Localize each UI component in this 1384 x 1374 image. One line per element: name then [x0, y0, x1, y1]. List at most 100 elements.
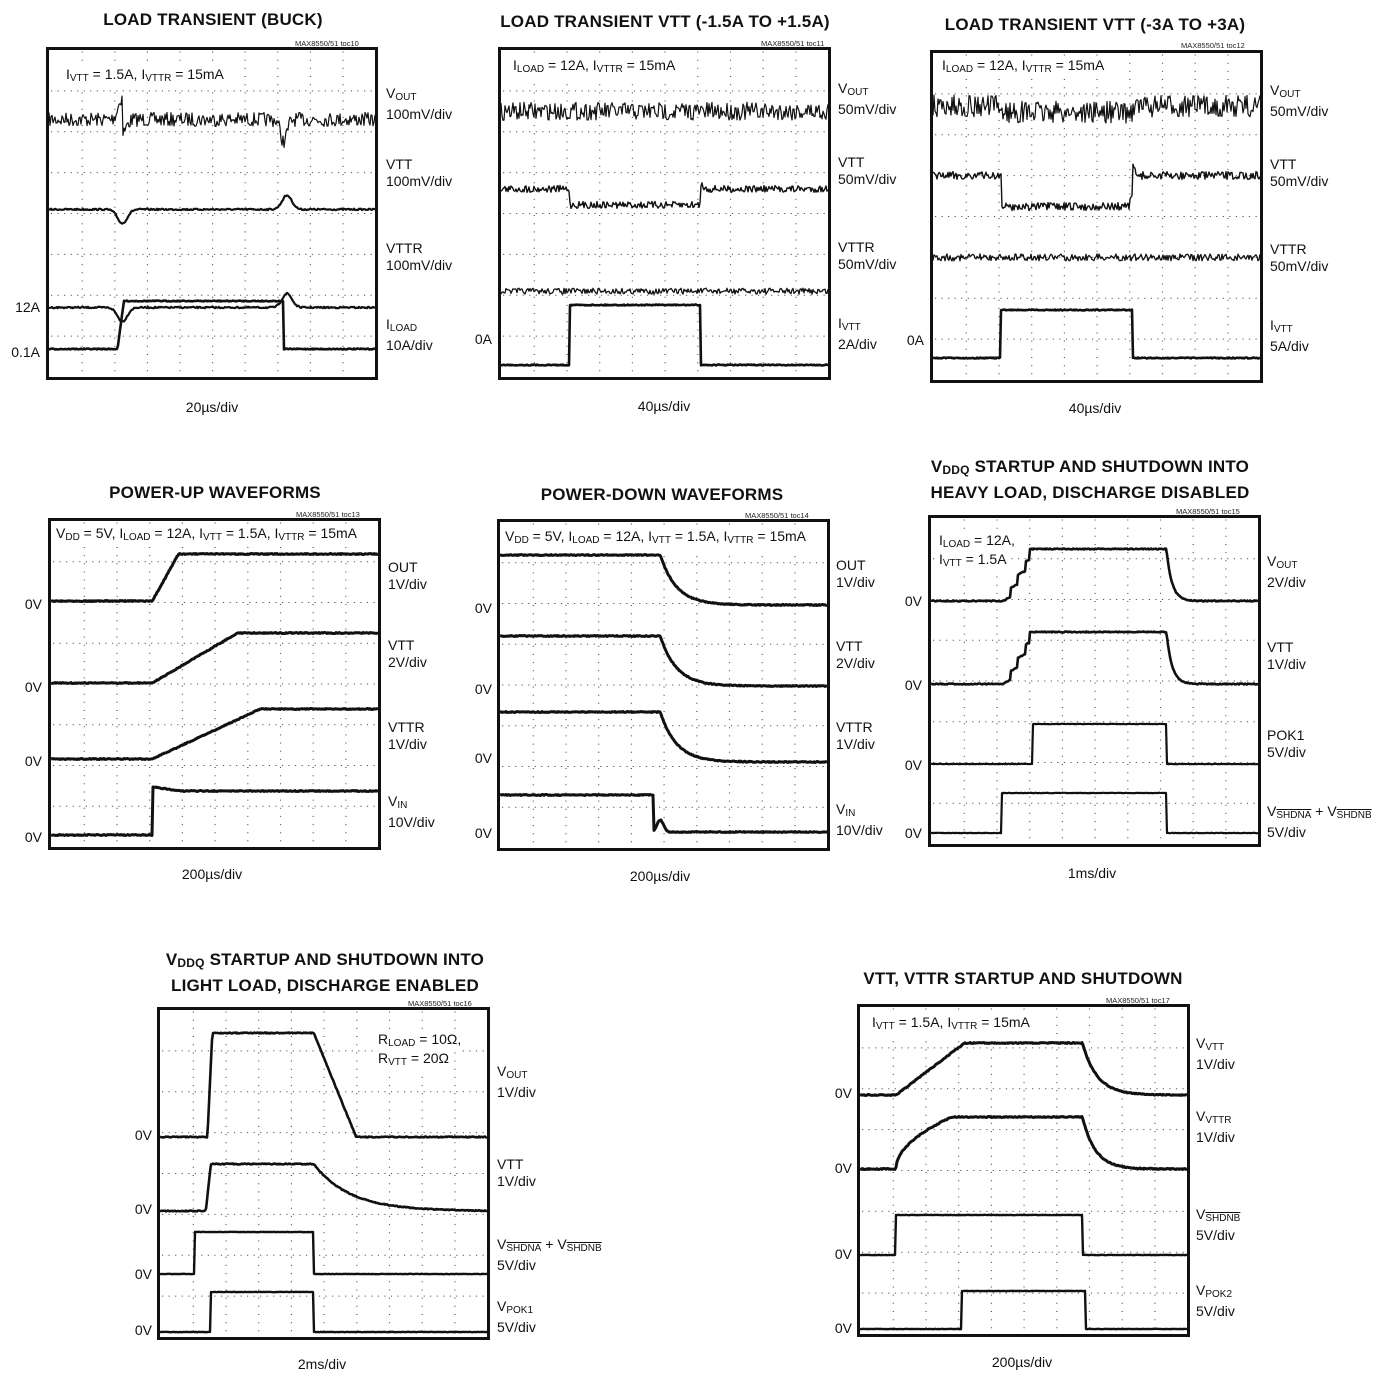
channel-label-ivtt: IVTT 2A/div [838, 315, 877, 352]
timebase-label: 200µs/div [181, 866, 243, 882]
scope-plot [860, 1008, 1187, 1331]
scope-plot [500, 523, 827, 843]
level-label: 0.1A [11, 344, 40, 360]
channel-label-vtt: VTT 2V/div [836, 638, 875, 671]
trace-pok1 [931, 722, 1258, 766]
level-label: 0V [24, 829, 42, 845]
annotation-line2: IVTT = 1.5A [939, 551, 1007, 572]
channel-label-vtt: VTT 50mV/div [1270, 156, 1329, 189]
level-label: 0V [474, 600, 492, 616]
level-label: 0V [834, 1160, 852, 1176]
level-label: 0V [24, 596, 42, 612]
trace-vvtt [860, 1041, 1187, 1097]
channel-label-vtt: VTT 100mV/div [386, 156, 453, 189]
toc-label: MAX8550/51 toc15 [1176, 507, 1240, 516]
level-label: 0A [474, 331, 492, 347]
trace-vttr [51, 707, 378, 761]
trace-vtt [931, 630, 1258, 686]
trace-shdn [931, 791, 1258, 835]
chart-title: LOAD TRANSIENT VTT (-3A TO +3A) [944, 15, 1246, 34]
channel-label-vout: VOUT 100mV/div [386, 85, 453, 122]
channel-label-out: OUT 1V/div [836, 557, 875, 590]
toc-label: MAX8550/51 toc10 [295, 39, 359, 48]
channel-label-out: OUT 1V/div [388, 559, 427, 592]
toc-label: MAX8550/51 toc16 [408, 999, 472, 1008]
channel-label-vout: VOUT 50mV/div [838, 80, 897, 117]
scope-screen [48, 518, 381, 850]
scope-screen [857, 1004, 1190, 1337]
annotation-line2: RVTT = 20Ω [378, 1050, 450, 1071]
level-label: 12A [15, 299, 40, 315]
annotation: IVTT = 1.5A, IVTTR = 15mA [66, 66, 224, 87]
level-label: 0V [834, 1246, 852, 1262]
graticule [503, 51, 825, 372]
toc-label: MAX8550/51 toc17 [1106, 996, 1170, 1005]
trace-vttr [49, 291, 375, 323]
level-label: 0V [134, 1266, 152, 1282]
channel-label-vin: VIN 10V/div [836, 801, 883, 838]
trace-ivtt [933, 308, 1260, 360]
channel-label-vout: VOUT 1V/div [497, 1063, 536, 1100]
level-label: 0V [904, 757, 922, 773]
annotation: IVTT = 1.5A, IVTTR = 15mA [872, 1014, 1030, 1035]
toc-label: MAX8550/51 toc14 [745, 511, 809, 520]
channel-label-pok1: VPOK1 5V/div [497, 1298, 536, 1335]
trace-vtt [933, 163, 1260, 212]
channel-label-shdn: VSHDNA + VSHDNB 5V/div [1267, 803, 1372, 840]
channel-label-shdnb: VSHDNB 5V/div [1196, 1206, 1241, 1243]
chart-title: POWER-DOWN WAVEFORMS [540, 485, 784, 504]
trace-vout [160, 1031, 487, 1139]
channel-label-vtt: VTT 50mV/div [838, 154, 897, 187]
channel-label-vvttr: VVTTR 1V/div [1196, 1108, 1235, 1145]
channel-label-shdn: VSHDNA + VSHDNB 5V/div [497, 1236, 602, 1273]
trace-vout [49, 95, 375, 148]
level-label: 0A [906, 332, 924, 348]
channel-label-vvtt: VVTT 1V/div [1196, 1035, 1235, 1072]
trace-vin [51, 785, 378, 837]
scope-screen [498, 47, 831, 380]
scope-plot [933, 54, 1260, 375]
timebase-label: 200µs/div [629, 868, 691, 884]
timebase-label: 1ms/div [1067, 865, 1117, 881]
annotation: VDD = 5V, ILOAD = 12A, IVTT = 1.5A, IVTT… [505, 528, 807, 549]
scope-plot [160, 1011, 487, 1334]
level-label: 0V [834, 1085, 852, 1101]
timebase-label: 20µs/div [185, 399, 239, 415]
scope-plot [501, 51, 828, 372]
graticule [933, 519, 1255, 839]
chart-title: LOAD TRANSIENT (BUCK) [103, 10, 323, 29]
chart-title: POWER-UP WAVEFORMS [109, 483, 321, 502]
channel-label-vttr: VTTR 1V/div [836, 719, 875, 752]
scope-screen [930, 50, 1263, 383]
annotation: ILOAD = 12A, IVTTR = 15mA [942, 57, 1105, 78]
trace-vout [931, 547, 1258, 603]
trace-vttr [501, 287, 828, 295]
timebase-label: 2ms/div [297, 1356, 347, 1372]
annotation: VDD = 5V, ILOAD = 12A, IVTT = 1.5A, IVTT… [56, 525, 358, 546]
channel-label-ivtt: IVTT 5A/div [1270, 317, 1309, 354]
scope-plot [931, 519, 1258, 839]
annotation-line1: RLOAD = 10Ω, [378, 1031, 462, 1052]
chart-title: LOAD TRANSIENT VTT (-1.5A TO +1.5A) [500, 12, 830, 31]
channel-label-vin: VIN 10V/div [388, 793, 435, 830]
trace-vout [501, 101, 828, 121]
channel-label-vtt: VTT 1V/div [1267, 639, 1306, 672]
level-label: 0V [134, 1127, 152, 1143]
trace-pok1 [160, 1290, 487, 1334]
scope-plot [51, 522, 378, 842]
scope-screen [497, 519, 830, 851]
channel-label-iload: ILOAD 10A/div [386, 316, 433, 353]
trace-vvttr [860, 1115, 1187, 1171]
annotation: ILOAD = 12A, IVTTR = 15mA [513, 57, 676, 78]
trace-vtt [500, 634, 827, 688]
graticule-dots [53, 522, 375, 842]
graticule-dots [51, 51, 372, 372]
level-label: 0V [474, 750, 492, 766]
graticule [53, 522, 375, 842]
level-label: 0V [24, 679, 42, 695]
graticule [935, 54, 1257, 375]
trace-vttr [500, 710, 827, 764]
level-label: 0V [834, 1320, 852, 1336]
scope-screen [46, 47, 378, 380]
trace-shdn [160, 1230, 487, 1276]
